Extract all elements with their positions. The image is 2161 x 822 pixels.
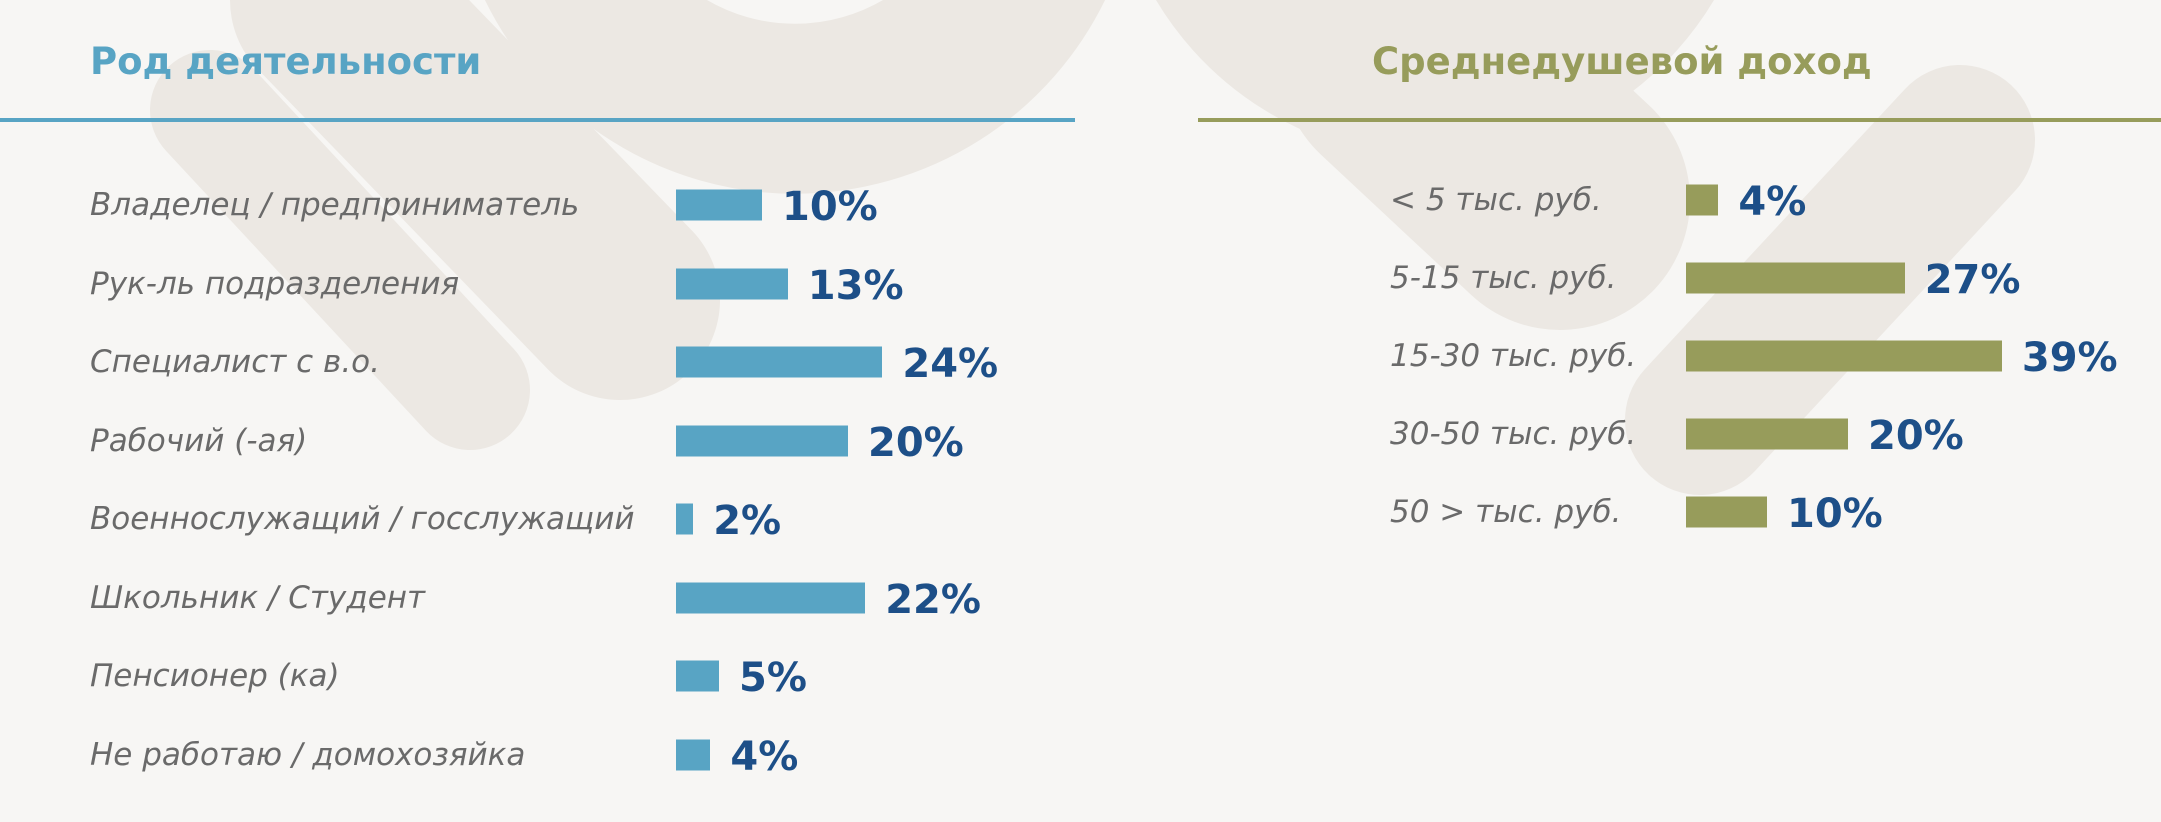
income-category-label: 5-15 тыс. руб. [1390,260,1617,296]
income-category-label: 15-30 тыс. руб. [1390,338,1637,374]
activity-value-label: 10% [782,184,878,230]
income-value-label: 10% [1787,491,1883,537]
activity-bar [676,346,883,378]
activity-category-label: Рабочий (-ая) [90,422,308,459]
income-value-label: 39% [2021,335,2118,381]
income-value-label: 4% [1738,179,1807,225]
activity-bar [676,268,788,299]
activity-category-label: Владелец / предприниматель [90,187,580,223]
income-bar [1686,418,1848,450]
income-bar [1686,262,1905,294]
activity-category-label: Военнослужащий / госслужащий [90,501,635,537]
income-category-label: 30-50 тыс. руб. [1390,416,1637,452]
income-bar [1686,340,2002,372]
income-category-label: < 5 тыс. руб. [1390,182,1602,218]
activity-title-divider [0,118,1075,122]
activity-bar [676,425,848,456]
activity-value-label: 20% [868,419,964,466]
activity-bar [676,189,762,221]
activity-value-label: 5% [739,655,807,701]
activity-category-label: Школьник / Студент [90,579,426,616]
activity-bar [676,660,719,692]
activity-value-label: 13% [807,262,904,309]
activity-bar [676,582,866,613]
activity-value-label: 2% [713,498,782,544]
income-value-label: 27% [1924,257,2021,303]
income-category-label: 50 > тыс. руб. [1390,494,1622,530]
activity-value-label: 22% [885,576,981,623]
activity-value-label: 4% [730,733,799,780]
income-chart-title: Среднедушевой доход [1372,40,1872,83]
activity-category-label: Рук-ль подразделения [90,265,460,302]
income-bar [1686,184,1719,216]
income-title-divider [1198,118,2161,122]
activity-bar [676,739,711,770]
activity-value-label: 24% [902,341,999,387]
activity-category-label: Специалист с в.о. [90,344,380,380]
activity-chart-title: Род деятельности [90,40,482,83]
income-bar [1686,496,1767,528]
income-value-label: 20% [1868,413,1964,459]
activity-category-label: Не работаю / домохозяйка [90,736,526,773]
activity-category-label: Пенсионер (ка) [90,658,340,694]
activity-bar [676,503,694,535]
